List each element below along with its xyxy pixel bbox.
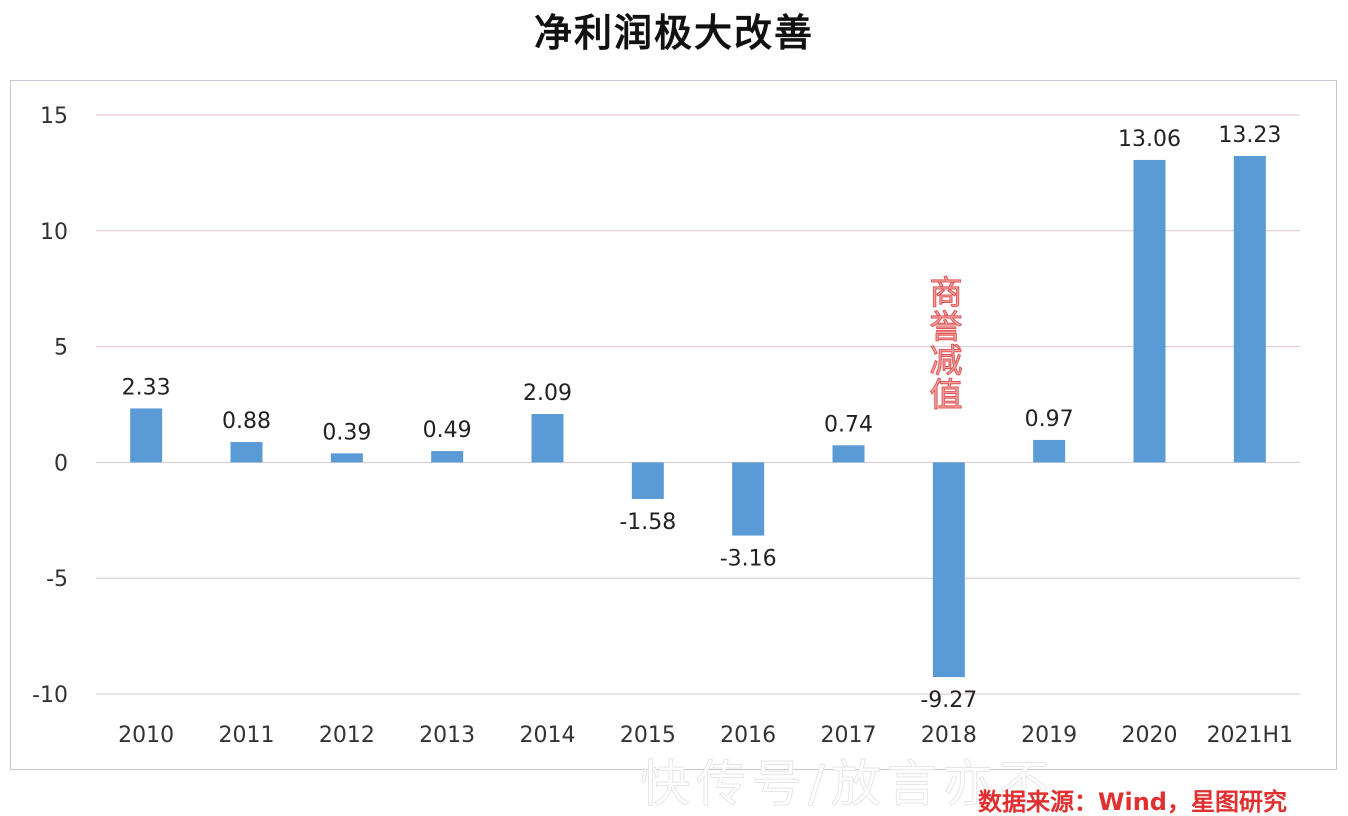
- x-tick-label: 2013: [419, 723, 475, 748]
- plot-frame: [10, 80, 1337, 770]
- data-label: 0.74: [824, 412, 873, 437]
- bar: [732, 462, 765, 536]
- source-note: 数据来源：Wind，星图研究: [978, 788, 1287, 816]
- data-label: 13.23: [1218, 123, 1281, 148]
- data-label: 2.09: [523, 381, 572, 406]
- bar: [230, 442, 263, 463]
- x-tick-label: 2016: [720, 723, 776, 748]
- bar: [932, 462, 965, 678]
- bar: [1133, 159, 1166, 463]
- x-tick-label: 2012: [319, 723, 375, 748]
- y-tick-label: -10: [32, 683, 68, 708]
- data-label: 0.39: [322, 420, 371, 445]
- x-tick-label: 2015: [620, 723, 676, 748]
- data-label: -3.16: [720, 547, 777, 572]
- y-tick-label: 10: [40, 220, 68, 245]
- x-tick-label: 2021H1: [1207, 723, 1294, 748]
- data-label: 0.97: [1025, 407, 1074, 432]
- bar: [1233, 155, 1266, 463]
- x-tick-label: 2018: [921, 723, 977, 748]
- bar: [330, 453, 363, 463]
- bar: [631, 462, 664, 499]
- x-tick-label: 2017: [821, 723, 877, 748]
- y-tick-label: 15: [40, 104, 68, 129]
- x-tick-label: 2014: [520, 723, 576, 748]
- bar: [1033, 439, 1066, 463]
- y-tick-label: 5: [54, 336, 68, 361]
- data-label: 2.33: [122, 375, 171, 400]
- y-tick-label: 0: [54, 451, 68, 476]
- data-label: 13.06: [1118, 127, 1181, 152]
- x-tick-label: 2019: [1021, 723, 1077, 748]
- x-tick-label: 2010: [118, 723, 174, 748]
- x-tick-label: 2011: [219, 723, 275, 748]
- bar: [531, 413, 564, 463]
- y-tick-label: -5: [46, 567, 68, 592]
- bar: [832, 445, 865, 463]
- bar: [431, 451, 464, 463]
- data-label: -9.27: [920, 688, 977, 713]
- watermark: 快传号/放言亦不: [640, 755, 1055, 814]
- goodwill-impairment-annotation: 商誉减值: [929, 273, 963, 414]
- chart-title: 净利润极大改善: [533, 11, 814, 55]
- data-label: -1.58: [619, 510, 676, 535]
- data-label: 0.88: [222, 409, 271, 434]
- bar: [130, 408, 163, 463]
- data-label: 0.49: [423, 418, 472, 443]
- x-tick-label: 2020: [1122, 723, 1178, 748]
